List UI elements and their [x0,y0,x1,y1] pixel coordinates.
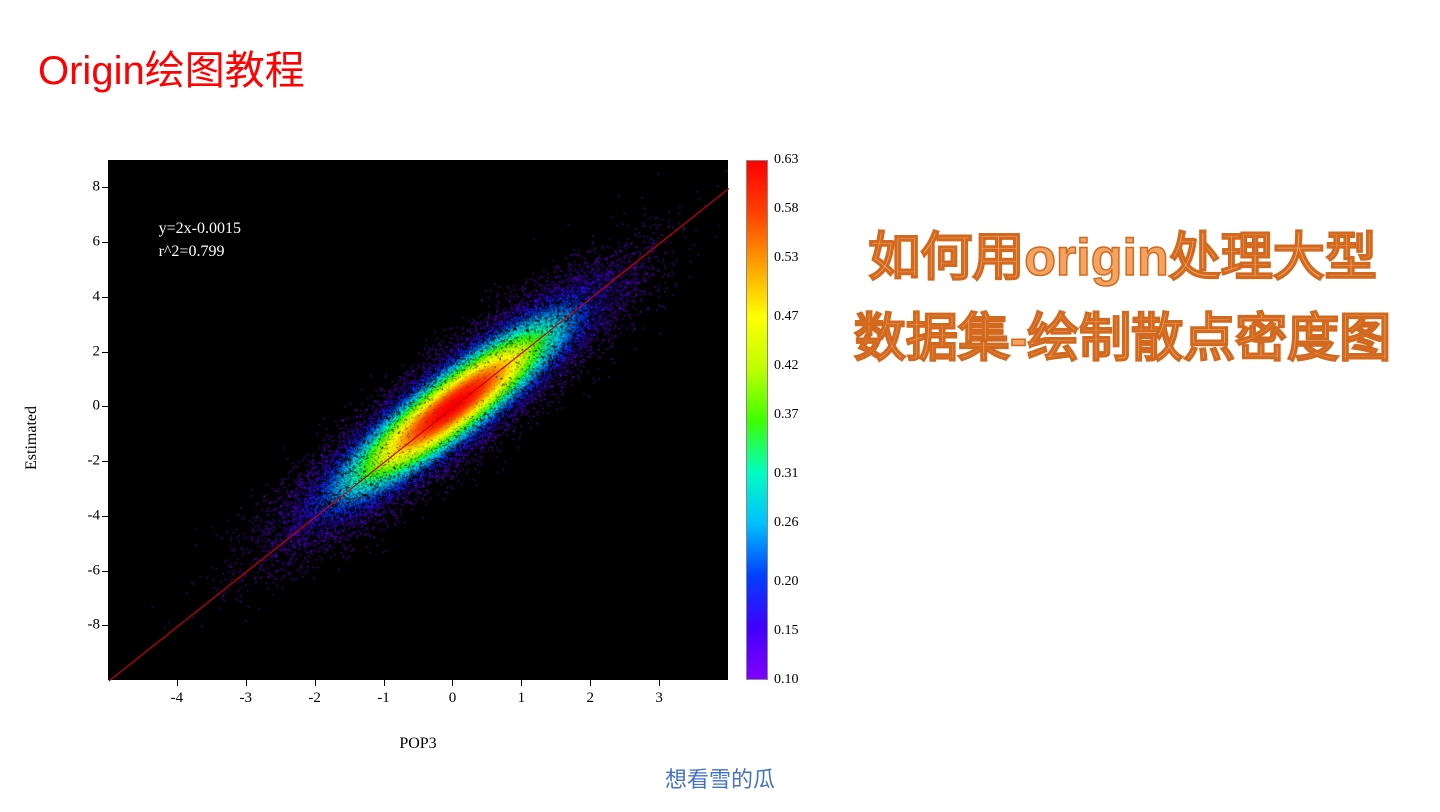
y-tick-label: -8 [88,617,101,634]
y-tick-label: -6 [88,562,101,579]
x-tick-label: 2 [586,690,594,707]
colorbar-tick-label: 0.47 [774,309,799,325]
y-tick-label: 4 [93,288,101,305]
y-tick-label: 6 [93,234,101,251]
colorbar-tick-label: 0.10 [774,672,799,688]
x-tick-label: -4 [171,690,184,707]
x-axis-ticks: -4 -3 -2 -1 0 1 2 3 [108,680,728,710]
colorbar-tick-label: 0.37 [774,407,799,423]
colorbar-ticks: 0.100.150.200.260.310.370.420.470.530.58… [774,160,854,680]
density-scatter-chart: Estimated -8-6-4-202468 y=2x-0.0015r^2=0… [38,160,858,715]
x-tick-mark [590,680,591,686]
x-tick-label: -1 [377,690,390,707]
colorbar-tick-label: 0.53 [774,250,799,266]
y-tick-label: 2 [93,343,101,360]
colorbar-tick-label: 0.20 [774,574,799,590]
x-tick-mark [452,680,453,686]
x-tick-label: -2 [308,690,321,707]
colorbar-tick-label: 0.58 [774,201,799,217]
side-heading: 如何用origin处理大型数据集-绘制散点密度图 [845,218,1400,379]
colorbar-tick-label: 0.26 [774,515,799,531]
plot-area: y=2x-0.0015r^2=0.799 [108,160,728,680]
x-tick-label: 1 [518,690,526,707]
colorbar-tick-label: 0.63 [774,152,799,168]
y-tick-label: -4 [88,507,101,524]
x-tick-label: -3 [240,690,253,707]
x-tick-mark [177,680,178,686]
x-axis-label: POP3 [399,735,436,753]
y-tick-label: 0 [93,398,101,415]
x-tick-mark [521,680,522,686]
annotation-line: y=2x-0.0015 [159,218,241,240]
colorbar-tick-label: 0.42 [774,358,799,374]
y-axis-ticks: -8 -6 -4 -2 0 2 4 6 8 [38,160,108,680]
colorbar-tick-label: 0.15 [774,623,799,639]
colorbar: 0.100.150.200.260.310.370.420.470.530.58… [746,160,856,680]
y-tick-label: 8 [93,179,101,196]
y-tick-label: -2 [88,453,101,470]
colorbar-gradient [746,160,768,680]
page-title: Origin绘图教程 [38,38,305,96]
colorbar-tick-label: 0.31 [774,466,799,482]
footer-author: 想看雪的瓜 [665,762,775,794]
annotation-line: r^2=0.799 [159,241,241,263]
x-tick-mark [315,680,316,686]
x-tick-label: 0 [449,690,457,707]
fit-annotation: y=2x-0.0015r^2=0.799 [159,218,241,263]
x-tick-mark [384,680,385,686]
x-tick-label: 3 [655,690,663,707]
x-tick-mark [659,680,660,686]
x-tick-mark [246,680,247,686]
